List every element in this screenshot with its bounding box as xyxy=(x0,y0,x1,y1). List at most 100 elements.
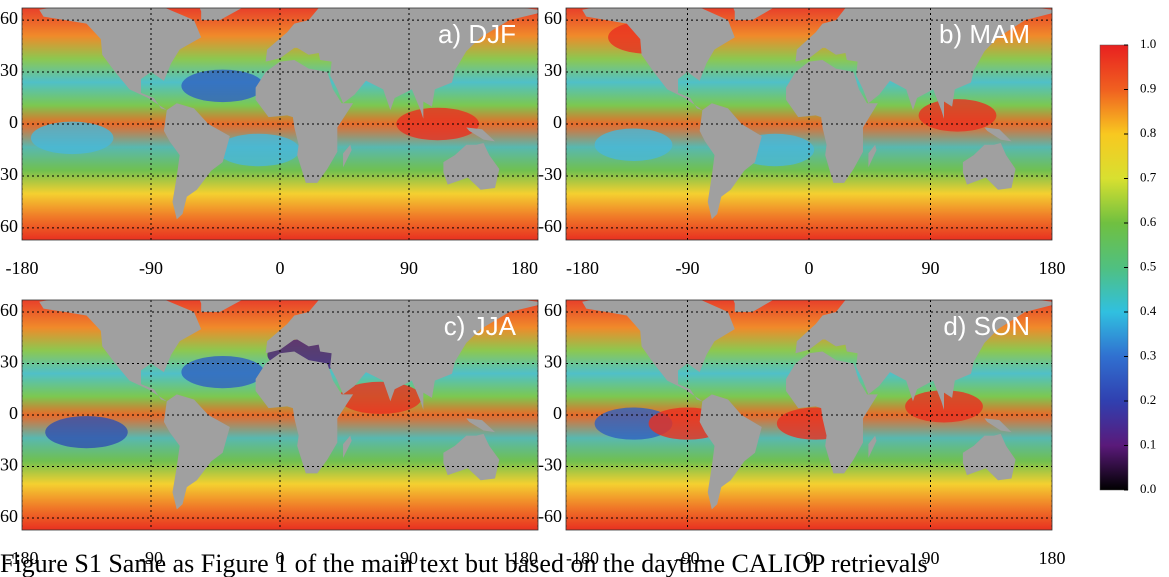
colorbar-tick-label: 0.1 xyxy=(1140,436,1156,451)
continent xyxy=(962,143,1016,190)
x-tick-label: -90 xyxy=(139,258,163,278)
continent xyxy=(733,8,774,21)
x-tick-label: 90 xyxy=(922,258,940,278)
panel-label: b) MAM xyxy=(939,19,1030,49)
colorbar-tick-label: 0.3 xyxy=(1140,347,1156,362)
continent xyxy=(199,300,242,313)
continent xyxy=(699,103,762,220)
colorbar-tick-label: 0.9 xyxy=(1140,80,1156,95)
y-tick-label: -60 xyxy=(538,216,562,236)
map-frame xyxy=(21,7,539,241)
continent xyxy=(733,300,774,313)
ocean-feature xyxy=(181,355,264,389)
ocean-feature xyxy=(45,416,128,449)
colorbar-tick-label: 0.4 xyxy=(1140,303,1157,318)
x-tick-label: -90 xyxy=(139,548,163,568)
y-tick-label: -60 xyxy=(0,216,18,236)
colorbar-tick-label: 0.0 xyxy=(1140,481,1156,496)
continent xyxy=(443,433,500,481)
y-tick-label: 30 xyxy=(0,60,18,80)
continent xyxy=(984,418,1012,433)
x-tick-label: 90 xyxy=(400,548,418,568)
x-tick-label: -180 xyxy=(6,548,39,568)
map-body xyxy=(566,8,1052,240)
y-tick-label: -60 xyxy=(538,506,562,526)
continent xyxy=(343,435,352,458)
x-tick-label: -90 xyxy=(676,548,700,568)
continent xyxy=(265,300,538,410)
y-tick-label: 60 xyxy=(544,8,562,28)
colorbar xyxy=(1099,44,1129,491)
y-tick-label: 0 xyxy=(9,403,18,423)
y-tick-label: 60 xyxy=(0,300,18,320)
continent xyxy=(199,8,242,21)
continent xyxy=(962,433,1016,481)
x-tick-label: 90 xyxy=(922,548,940,568)
colorbar-tick-label: 0.2 xyxy=(1140,392,1156,407)
ocean-feature xyxy=(594,407,673,440)
y-tick-label: 30 xyxy=(0,352,18,372)
continent xyxy=(795,8,1052,119)
map-body xyxy=(22,300,538,530)
continent xyxy=(699,394,762,510)
map-body xyxy=(22,8,538,240)
colorbar-tick-label: 1.0 xyxy=(1140,36,1156,51)
x-tick-label: -180 xyxy=(566,258,599,278)
continent xyxy=(868,144,877,168)
continent xyxy=(265,8,538,119)
continent xyxy=(443,143,500,190)
continent xyxy=(255,59,354,183)
ocean-feature xyxy=(181,69,264,103)
colorbar-tick-label: 0.6 xyxy=(1140,214,1157,229)
map-frame xyxy=(21,299,539,531)
y-tick-label: 0 xyxy=(9,112,18,132)
continent xyxy=(868,435,877,458)
x-tick-label: 180 xyxy=(1039,548,1066,568)
x-tick-label: -180 xyxy=(6,258,39,278)
y-tick-label: -30 xyxy=(538,455,562,475)
colorbar-tick-label: 0.8 xyxy=(1140,125,1156,140)
panel-label: d) SON xyxy=(943,311,1030,341)
colorbar-tick-label: 0.7 xyxy=(1140,169,1157,184)
panel-label: a) DJF xyxy=(438,19,516,49)
continent xyxy=(582,300,735,402)
y-tick-label: -30 xyxy=(0,455,18,475)
y-tick-label: 30 xyxy=(544,352,562,372)
ocean-feature xyxy=(30,121,114,155)
ocean-feature xyxy=(217,133,300,167)
ocean-feature xyxy=(918,99,997,132)
continent xyxy=(163,394,230,510)
y-tick-label: 30 xyxy=(544,60,562,80)
continent xyxy=(343,144,352,168)
continent xyxy=(984,127,1012,142)
x-tick-label: 90 xyxy=(400,258,418,278)
ocean-feature xyxy=(594,128,673,162)
map-panel xyxy=(565,7,1053,241)
x-tick-label: 180 xyxy=(1039,258,1066,278)
x-tick-label: 0 xyxy=(276,258,285,278)
y-tick-label: 0 xyxy=(553,112,562,132)
y-tick-label: -30 xyxy=(538,164,562,184)
x-tick-label: 0 xyxy=(276,548,285,568)
x-tick-label: 0 xyxy=(805,258,814,278)
x-tick-label: -180 xyxy=(566,548,599,568)
continent xyxy=(466,127,495,142)
map-body xyxy=(566,300,1052,530)
colorbar-tick-label: 0.5 xyxy=(1140,258,1156,273)
panel-label: c) JJA xyxy=(444,311,517,341)
caption: Figure S1 Same as Figure 1 of the main t… xyxy=(0,549,928,577)
y-tick-label: -30 xyxy=(0,164,18,184)
y-tick-label: -60 xyxy=(0,506,18,526)
continent xyxy=(39,300,202,402)
continent xyxy=(582,8,735,111)
y-tick-label: 60 xyxy=(544,300,562,320)
continent xyxy=(786,59,878,183)
ocean-feature xyxy=(339,381,422,414)
map-panel xyxy=(565,299,1053,531)
map-frame xyxy=(565,299,1053,531)
x-tick-label: 180 xyxy=(511,258,538,278)
continent xyxy=(466,418,495,433)
continent xyxy=(163,103,230,220)
y-tick-label: 0 xyxy=(553,403,562,423)
